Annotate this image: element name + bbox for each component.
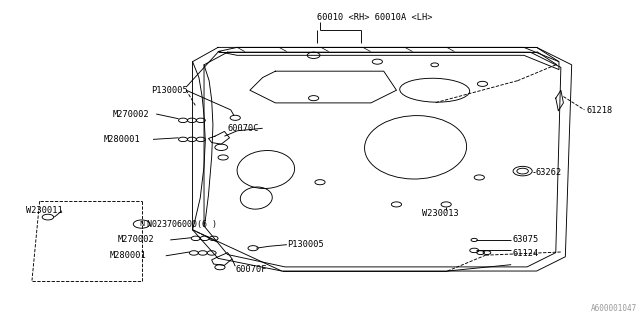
Text: M270002: M270002: [118, 236, 155, 244]
Text: N023706000(6 ): N023706000(6 ): [147, 220, 217, 228]
Text: M280001: M280001: [103, 135, 140, 144]
Text: 60010 <RH> 60010A <LH>: 60010 <RH> 60010A <LH>: [317, 13, 432, 22]
Text: 63262: 63262: [536, 168, 562, 177]
Text: P130005: P130005: [151, 86, 188, 95]
Text: 61218: 61218: [586, 106, 612, 115]
Text: 60070C: 60070C: [228, 124, 259, 133]
Text: M280001: M280001: [109, 251, 147, 260]
Circle shape: [517, 168, 529, 174]
Text: 60070F: 60070F: [236, 265, 267, 274]
Text: W230013: W230013: [422, 209, 459, 219]
Text: N: N: [139, 221, 144, 227]
Text: P130005: P130005: [287, 240, 324, 249]
Text: A600001047: A600001047: [591, 304, 637, 313]
Text: 61124: 61124: [513, 249, 539, 258]
Circle shape: [470, 248, 479, 252]
Text: 63075: 63075: [513, 236, 539, 244]
Text: M270002: M270002: [113, 109, 150, 118]
Text: W230011: W230011: [26, 206, 62, 215]
